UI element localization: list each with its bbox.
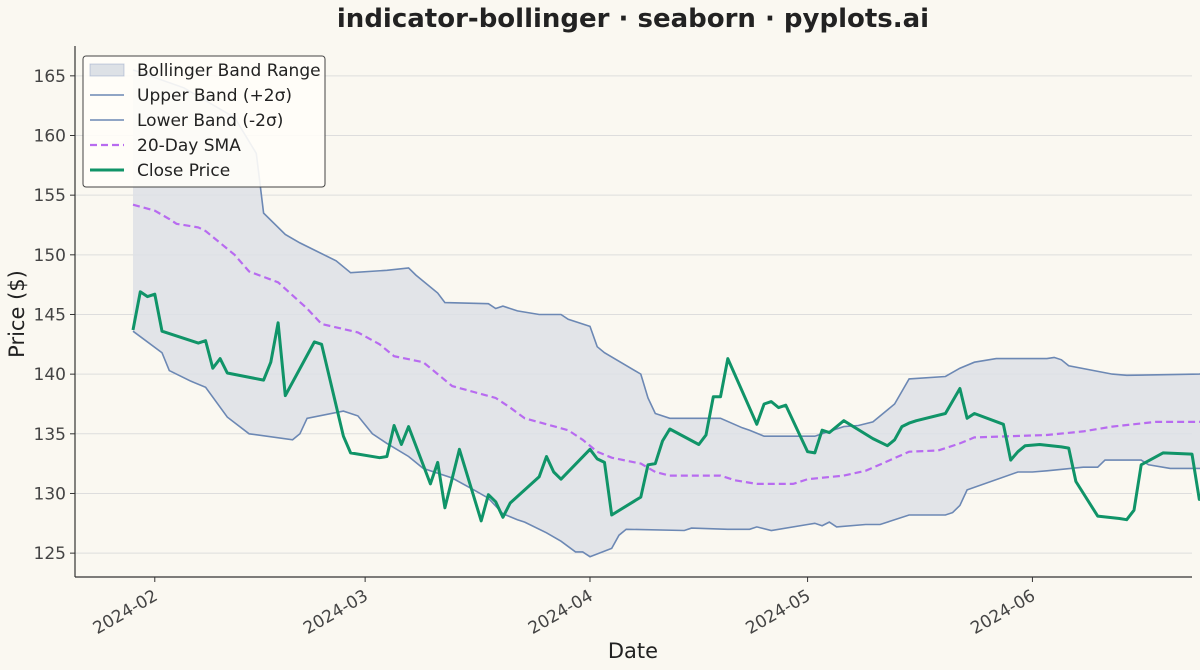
y-tick-label: 150 <box>34 246 66 266</box>
sma-line <box>132 203 1200 485</box>
y-tick-label: 145 <box>34 305 66 325</box>
y-tick-label: 160 <box>34 126 66 146</box>
y-tick-label: 165 <box>34 67 66 87</box>
y-tick-label: 155 <box>34 186 66 206</box>
y-axis-label: Price ($) <box>5 270 29 358</box>
legend-label: Upper Band (+2σ) <box>137 86 292 106</box>
legend-label: Lower Band (-2σ) <box>137 111 283 131</box>
x-axis-label: Date <box>608 639 658 663</box>
y-tick-label: 130 <box>34 484 66 504</box>
lower-band-line <box>132 330 1200 558</box>
legend: Bollinger Band Range Upper Band (+2σ) Lowe… <box>82 55 326 188</box>
legend-label: Close Price <box>137 161 230 181</box>
legend-label: 20-Day SMA <box>137 136 241 156</box>
legend-swatch-band <box>89 63 125 77</box>
close-price-line <box>131 290 1200 523</box>
bollinger-band-fill <box>133 69 1200 557</box>
legend-box <box>82 55 326 188</box>
series-lines <box>131 69 1200 558</box>
band-range-area <box>133 69 1200 557</box>
legend-label: Bollinger Band Range <box>137 61 321 81</box>
y-tick-label: 135 <box>34 425 66 445</box>
y-tick-label: 140 <box>34 365 66 385</box>
y-tick-label: 125 <box>34 544 66 564</box>
chart-title: indicator-bollinger · seaborn · pyplots.… <box>337 4 929 34</box>
